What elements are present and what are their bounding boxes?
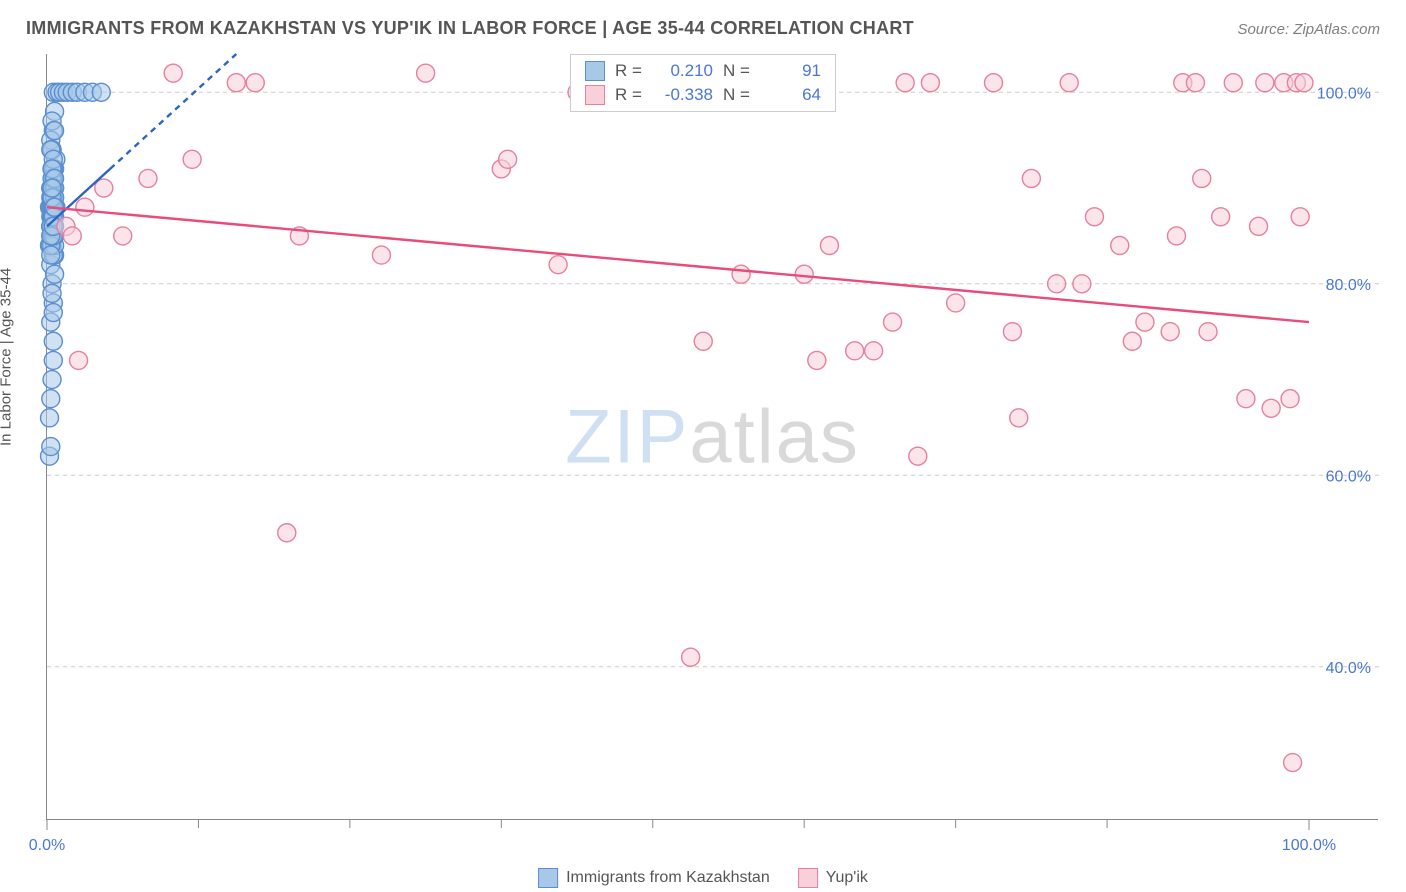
scatter-plot: 40.0%60.0%80.0%100.0%0.0%100.0%	[47, 54, 1378, 819]
y-axis-label: In Labor Force | Age 35-44	[0, 268, 15, 446]
svg-text:60.0%: 60.0%	[1326, 468, 1371, 485]
stats-r-label-0: R =	[615, 61, 643, 81]
svg-text:80.0%: 80.0%	[1326, 277, 1371, 294]
svg-text:0.0%: 0.0%	[29, 837, 65, 854]
bottom-legend: Immigrants from Kazakhstan Yup'ik	[538, 868, 868, 888]
stats-n-value-1: 64	[761, 85, 821, 105]
svg-text:100.0%: 100.0%	[1282, 837, 1336, 854]
chart-title: IMMIGRANTS FROM KAZAKHSTAN VS YUP'IK IN …	[26, 18, 914, 39]
stats-n-value-0: 91	[761, 61, 821, 81]
svg-text:100.0%: 100.0%	[1317, 85, 1371, 102]
legend-item-1: Yup'ik	[798, 868, 868, 888]
stats-n-label-1: N =	[723, 85, 751, 105]
svg-text:40.0%: 40.0%	[1326, 660, 1371, 677]
stats-box: R = 0.210 N = 91 R = -0.338 N = 64	[570, 54, 836, 112]
stats-row-0: R = 0.210 N = 91	[585, 59, 821, 83]
plot-area: 40.0%60.0%80.0%100.0%0.0%100.0% ZIPatlas	[46, 54, 1378, 820]
legend-swatch-1	[798, 868, 818, 888]
title-bar: IMMIGRANTS FROM KAZAKHSTAN VS YUP'IK IN …	[26, 18, 1380, 39]
source-label: Source: ZipAtlas.com	[1237, 21, 1380, 38]
stats-r-label-1: R =	[615, 85, 643, 105]
stats-row-1: R = -0.338 N = 64	[585, 83, 821, 107]
stats-r-value-1: -0.338	[653, 85, 713, 105]
stats-swatch-0	[585, 61, 605, 81]
stats-r-value-0: 0.210	[653, 61, 713, 81]
stats-swatch-1	[585, 85, 605, 105]
legend-label-1: Yup'ik	[826, 869, 868, 887]
legend-item-0: Immigrants from Kazakhstan	[538, 868, 770, 888]
stats-n-label-0: N =	[723, 61, 751, 81]
legend-label-0: Immigrants from Kazakhstan	[566, 869, 770, 887]
legend-swatch-0	[538, 868, 558, 888]
